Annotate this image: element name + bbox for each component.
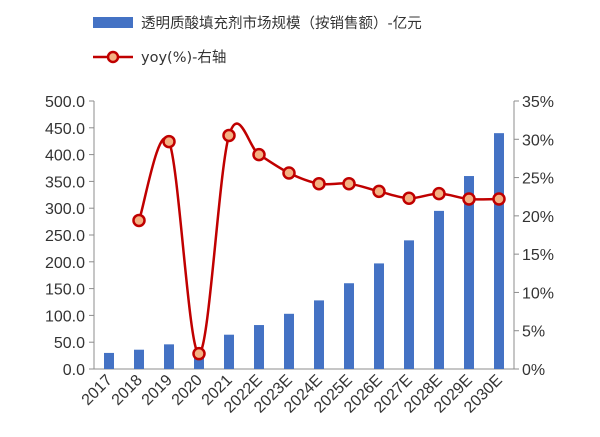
legend: 透明质酸填充剂市场规模（按销售额）-亿元 yoy(%)-右轴 [93, 15, 422, 66]
x-tick-label: 2020 [169, 372, 206, 409]
y-right-tick-label: 15% [522, 247, 554, 264]
yoy-point [342, 176, 356, 191]
x-tick-label: 2018 [109, 372, 146, 409]
bar [254, 325, 264, 369]
yoy-point [162, 134, 176, 149]
y-right-tick-label: 35% [522, 94, 554, 111]
bar [224, 334, 234, 369]
bar [314, 300, 324, 369]
bar [404, 240, 414, 369]
y-left-tick-label: 250.0 [45, 228, 85, 245]
y-left-tick-label: 400.0 [45, 148, 85, 165]
legend-line-marker [106, 50, 120, 64]
line-series [132, 122, 506, 361]
bar [164, 344, 174, 369]
y-left-tick-label: 150.0 [45, 282, 85, 299]
bar [434, 210, 444, 369]
yoy-point [372, 184, 386, 199]
y-right-tick-label: 30% [522, 132, 554, 149]
y-left-tick-label: 200.0 [45, 255, 85, 272]
y-left-tick-label: 450.0 [45, 121, 85, 138]
yoy-point [312, 176, 326, 191]
bar [464, 176, 474, 369]
y-left-tick-label: 100.0 [45, 308, 85, 325]
y-left-tick-label: 350.0 [45, 174, 85, 191]
yoy-point [282, 166, 296, 180]
bar-series [104, 133, 504, 369]
yoy-point [252, 147, 266, 162]
yoy-point [492, 192, 506, 206]
axes: 0.0 50.0 100.0 150.0 200.0 250.0 300.0 350.0 400… [45, 94, 554, 417]
yoy-point [462, 192, 476, 206]
legend-entry-bar: 透明质酸填充剂市场规模（按销售额）-亿元 [141, 15, 422, 32]
y-right-tick-label: 0% [522, 362, 545, 379]
y-right-tick-label: 20% [522, 209, 554, 226]
bar [284, 313, 294, 369]
yoy-point [402, 191, 416, 205]
y-right-tick-label: 25% [522, 171, 554, 188]
y-right-tick-label: 10% [522, 285, 554, 302]
yoy-point [192, 346, 206, 361]
legend-bar-swatch [93, 17, 133, 28]
legend-entry-line: yoy(%)-右轴 [141, 49, 226, 66]
yoy-point [432, 186, 446, 201]
y-left-tick-label: 500.0 [45, 94, 85, 111]
x-tick-label: 2019 [139, 372, 176, 409]
yoy-point [222, 128, 236, 143]
y-right-tick-label: 5% [522, 324, 545, 341]
y-left-tick-label: 50.0 [54, 335, 85, 352]
y-left-tick-label: 300.0 [45, 201, 85, 218]
bar [134, 349, 144, 369]
bar [104, 352, 114, 369]
y-left-tick-label: 0.0 [63, 362, 85, 379]
yoy-point [132, 213, 146, 228]
bar [374, 263, 384, 369]
bar [344, 283, 354, 369]
bar [494, 133, 504, 369]
